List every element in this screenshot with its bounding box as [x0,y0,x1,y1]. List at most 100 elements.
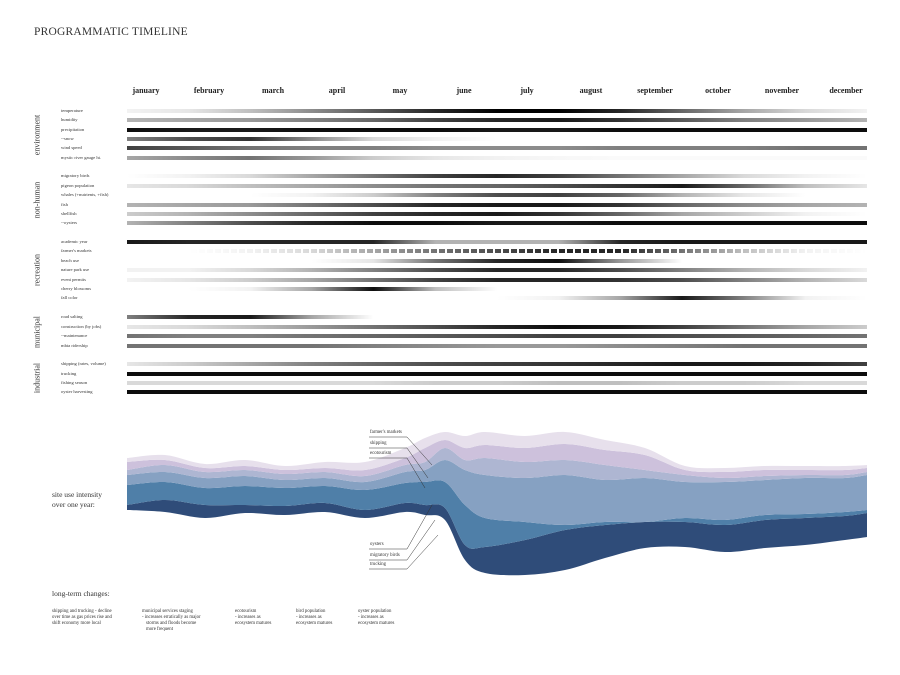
row-label: mbta ridership [61,343,88,348]
leader-line [369,447,429,479]
row-label: academic year [61,239,88,244]
row-label: fall color [61,295,78,300]
intensity-bar [127,109,867,113]
month-label-april: april [328,86,346,95]
month-label-march: march [261,86,285,95]
stream-layer-2 [127,480,867,549]
row-label: humidity [61,117,78,122]
note-line: ecosystem matures [358,621,395,626]
note-line: over time as gas prices rise and [52,615,112,620]
row-label: migratory birds [61,173,90,178]
month-label-november: november [764,86,800,95]
intensity-bar [127,268,867,272]
intensity-bar [127,325,867,329]
month-label-june: june [456,86,472,95]
streamgraph-title-line2: over one year: [52,500,95,509]
long-term-note: bird population - increases as ecosystem m… [296,609,332,627]
row-label: --maintenance [61,333,88,338]
row-label: trucking [61,371,77,376]
intensity-bar [127,184,867,188]
row-label: whales (+nutrients, +fish) [61,192,109,197]
stream-label: migratory birds [370,553,400,558]
row-label: fishing season [61,380,88,385]
month-label-october: october [705,86,731,95]
row-label: --snow [61,136,74,141]
intensity-bar [127,137,867,141]
row-label: pigeon population [61,183,95,188]
note-line: more frequent [146,627,174,632]
intensity-bar [127,240,867,244]
intensity-bar [127,372,867,376]
row-label: event permits [61,277,86,282]
intensity-bar [127,296,867,300]
intensity-bar [127,249,867,253]
note-line: ecotourism [235,609,257,614]
intensity-bar [127,193,867,197]
long-term-note: shipping and trucking - decline over time… [52,609,112,627]
note-line: bird population [296,609,326,614]
intensity-bar [127,174,867,178]
month-label-february: february [193,86,225,95]
intensity-bar [127,390,867,394]
intensity-bar [127,118,867,122]
intensity-bar [127,381,867,385]
note-line: shift economy more local [52,621,101,626]
intensity-bar [127,221,867,225]
long-term-title: long-term changes: [52,589,110,598]
stream-layer-1 [127,500,867,576]
leader-line [369,534,439,570]
row-label: farmer's markets [61,248,92,253]
row-label: road salting [61,314,83,319]
long-term-note: ecotourism - increases as ecosystem mature… [235,609,271,627]
leader-line [369,457,426,489]
intensity-bar [127,344,867,348]
row-label: construction (by jobs) [61,324,102,329]
row-label: shipping (rates, volume) [61,361,106,366]
streamgraph-title: site use intensity over one year: [52,490,102,510]
intensity-bar [127,146,867,150]
intensity-bar [127,362,867,366]
intensity-bar [127,278,867,282]
streamgraph-title-line1: site use intensity [52,490,102,499]
row-label: fish [61,202,68,207]
row-label: --oysters [61,220,78,225]
note-line: - increases as [235,615,261,620]
row-label: temperature [61,108,83,113]
stream-layer-4 [127,447,867,483]
row-label: precipitation [61,127,85,132]
intensity-bar [127,203,867,207]
note-line: municipal services staging [142,609,193,614]
intensity-bar [127,128,867,132]
stream-layer-3 [127,460,867,525]
month-label-december: december [829,86,863,95]
stream-layer-6 [127,431,867,473]
intensity-bar [127,315,867,319]
row-label: cherry blossoms [61,286,91,291]
month-label-august: august [579,86,603,95]
long-term-note: municipal services staging - increases er… [142,609,201,633]
stream-label: oysters [370,542,384,547]
intensity-bar [127,259,867,263]
note-line: - increases as [358,615,384,620]
month-label-january: january [132,86,160,95]
month-label-september: september [637,86,673,95]
note-line: shipping and trucking - decline [52,609,112,614]
note-line: oyster population [358,609,392,614]
row-label: oyster harvesting [61,389,93,394]
intensity-bar [127,212,867,216]
note-line: - increases erratically as major [142,615,201,620]
month-label-july: july [520,86,534,95]
stream-label: shipping [370,441,387,446]
stream-layer-5 [127,440,867,479]
row-label: wind speed [61,145,82,150]
note-line: storms and floods become [146,621,197,626]
note-line: - increases as [296,615,322,620]
leader-line [369,504,433,550]
leader-line [369,436,433,466]
long-term-note: oyster population - increases as ecosystem… [358,609,394,627]
page-title: PROGRAMMATIC TIMELINE [34,26,188,38]
note-line: ecosystem matures [296,621,333,626]
month-label-may: may [392,86,408,95]
row-label: nature park use [61,267,90,272]
